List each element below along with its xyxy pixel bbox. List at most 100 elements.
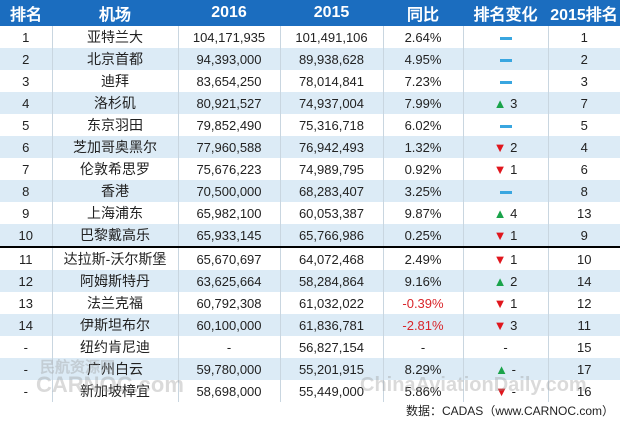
- airport-cell: 广州白云: [51, 358, 178, 380]
- y2015-cell: 89,938,628: [279, 48, 383, 70]
- airport-cell: 巴黎戴高乐: [51, 224, 178, 248]
- y2015-cell: 55,201,915: [279, 358, 383, 380]
- rank-cell: 9: [22, 205, 30, 221]
- y2015-cell: 64,072,468: [279, 247, 383, 270]
- yoy-cell: -2.81%: [382, 314, 463, 336]
- rank2015-cell: 6: [547, 158, 620, 180]
- y2015-cell: 75,316,718: [279, 114, 383, 136]
- airport-cell: 上海浦东: [51, 202, 178, 224]
- y2016-cell: 79,852,490: [177, 114, 280, 136]
- table-row: 12 阿姆斯特丹 63,625,664 58,284,864 9.16% ▲ 2 14: [0, 270, 620, 292]
- rank-cell: 5: [22, 117, 30, 133]
- change-value: -: [503, 339, 508, 355]
- y2015-cell: 60,053,387: [279, 202, 383, 224]
- airport-cell: 北京首都: [51, 48, 178, 70]
- yoy-cell: 8.29%: [382, 358, 463, 380]
- y2015-cell: 68,283,407: [279, 180, 383, 202]
- airport-cell: 东京羽田: [51, 114, 178, 136]
- rank2015-cell: 9: [547, 224, 620, 248]
- rank-cell: -: [0, 358, 52, 380]
- rank2015-cell: 14: [547, 270, 620, 292]
- change-cell: -: [462, 336, 548, 358]
- arrow-down-icon: ▼: [493, 295, 507, 311]
- rank-cell: -: [23, 339, 28, 355]
- rank2015-cell: 12: [547, 292, 620, 314]
- no-change-icon: [499, 190, 512, 194]
- column-header: 排名变化: [463, 0, 548, 26]
- change-cell: ▲ 4: [462, 202, 548, 224]
- no-change-icon: [499, 80, 512, 84]
- yoy-cell: -: [382, 336, 463, 358]
- table-row: 13 法兰克福 60,792,308 61,032,022 -0.39% ▼ 1 12: [0, 292, 620, 314]
- y2016-cell: 65,982,100: [177, 202, 280, 224]
- y2016-cell: 94,393,000: [177, 48, 280, 70]
- change-value: 1: [510, 227, 518, 243]
- change-value: 1: [510, 251, 518, 267]
- rank-cell: 8: [0, 180, 52, 202]
- change-cell: [462, 26, 548, 48]
- y2016-cell: 63,625,664: [177, 270, 280, 292]
- y2015-cell: 78,014,841: [279, 70, 383, 92]
- change-cell: ▼ 2: [462, 136, 548, 158]
- table-row: - 纽约肯尼迪 -56,827,154- -15: [0, 336, 620, 358]
- rank2015-cell: 1: [547, 26, 620, 48]
- rank-cell: 6: [0, 136, 52, 158]
- rank2015-cell: 17: [547, 358, 620, 380]
- airport-cell: 达拉斯-沃尔斯堡: [51, 247, 178, 270]
- rank-cell: -: [23, 383, 28, 399]
- table-row: 11 达拉斯-沃尔斯堡 65,670,697 64,072,468 2.49% ▼ 1 10: [0, 247, 620, 270]
- y2016-cell: 58,698,000: [177, 380, 280, 402]
- y2016-cell: 60,792,308: [177, 292, 280, 314]
- y2016-cell: 65,670,697: [177, 247, 280, 270]
- arrow-up-icon: ▲: [493, 273, 507, 289]
- rank2015-cell: 16: [547, 380, 620, 402]
- rank2015-cell: 11: [547, 314, 620, 336]
- arrow-up-icon: ▲: [495, 361, 508, 377]
- change-cell: ▼ 3: [462, 314, 548, 336]
- arrow-down-icon: ▼: [493, 251, 507, 267]
- airport-cell: 伊斯坦布尔: [51, 314, 178, 336]
- yoy-cell: 9.87%: [382, 202, 463, 224]
- y2016-cell: 65,933,145: [177, 224, 280, 248]
- y2016-cell: -: [177, 336, 280, 358]
- arrow-up-icon: ▲: [493, 205, 507, 221]
- yoy-cell: 1.32%: [382, 136, 463, 158]
- arrow-down-icon: ▼: [493, 227, 507, 243]
- change-cell: [462, 180, 548, 202]
- y2015-cell: 55,449,000: [279, 380, 383, 402]
- arrow-up-icon: ▲: [493, 95, 507, 111]
- column-header: 2016: [178, 0, 280, 26]
- change-value: 3: [510, 317, 518, 333]
- yoy-cell: 7.99%: [382, 92, 463, 114]
- y2016-cell: 60,100,000: [177, 314, 280, 336]
- change-value: 2: [510, 273, 518, 289]
- y2016-cell: 83,654,250: [177, 70, 280, 92]
- yoy-cell: 9.16%: [382, 270, 463, 292]
- yoy-cell: 0.25%: [382, 224, 463, 248]
- rank-cell: 14: [0, 314, 52, 336]
- airport-cell: 亚特兰大: [51, 26, 178, 48]
- yoy-cell: 7.23%: [382, 70, 463, 92]
- table-row: 3 迪拜 83,654,250 78,014,841 7.23% 3: [0, 70, 620, 92]
- airport-cell: 阿姆斯特丹: [51, 270, 178, 292]
- rank-cell: 11: [19, 251, 33, 267]
- airport-ranking-table: 排名 机场 2016 2015 同比 排名变化 2015排名 1 亚特兰大 104,171,93…: [0, 0, 620, 402]
- arrow-down-icon: ▼: [493, 161, 507, 177]
- arrow-down-icon: ▼: [495, 383, 508, 399]
- yoy-cell: 2.64%: [382, 26, 463, 48]
- change-cell: ▼ 1: [462, 292, 548, 314]
- y2015-cell: 58,284,864: [279, 270, 383, 292]
- no-change-icon: [499, 58, 512, 62]
- yoy-cell: 4.95%: [382, 48, 463, 70]
- y2015-cell: 74,937,004: [279, 92, 383, 114]
- table-row: 5 东京羽田 79,852,490 75,316,718 6.02% 5: [0, 114, 620, 136]
- column-header: 机场: [52, 0, 178, 26]
- change-cell: [462, 114, 548, 136]
- arrow-down-icon: ▼: [493, 139, 507, 155]
- table-row: 9 上海浦东 65,982,100 60,053,387 9.87% ▲ 4 13: [0, 202, 620, 224]
- airport-cell: 洛杉矶: [51, 92, 178, 114]
- airport-cell: 芝加哥奥黑尔: [51, 136, 178, 158]
- rank2015-cell: 4: [547, 136, 620, 158]
